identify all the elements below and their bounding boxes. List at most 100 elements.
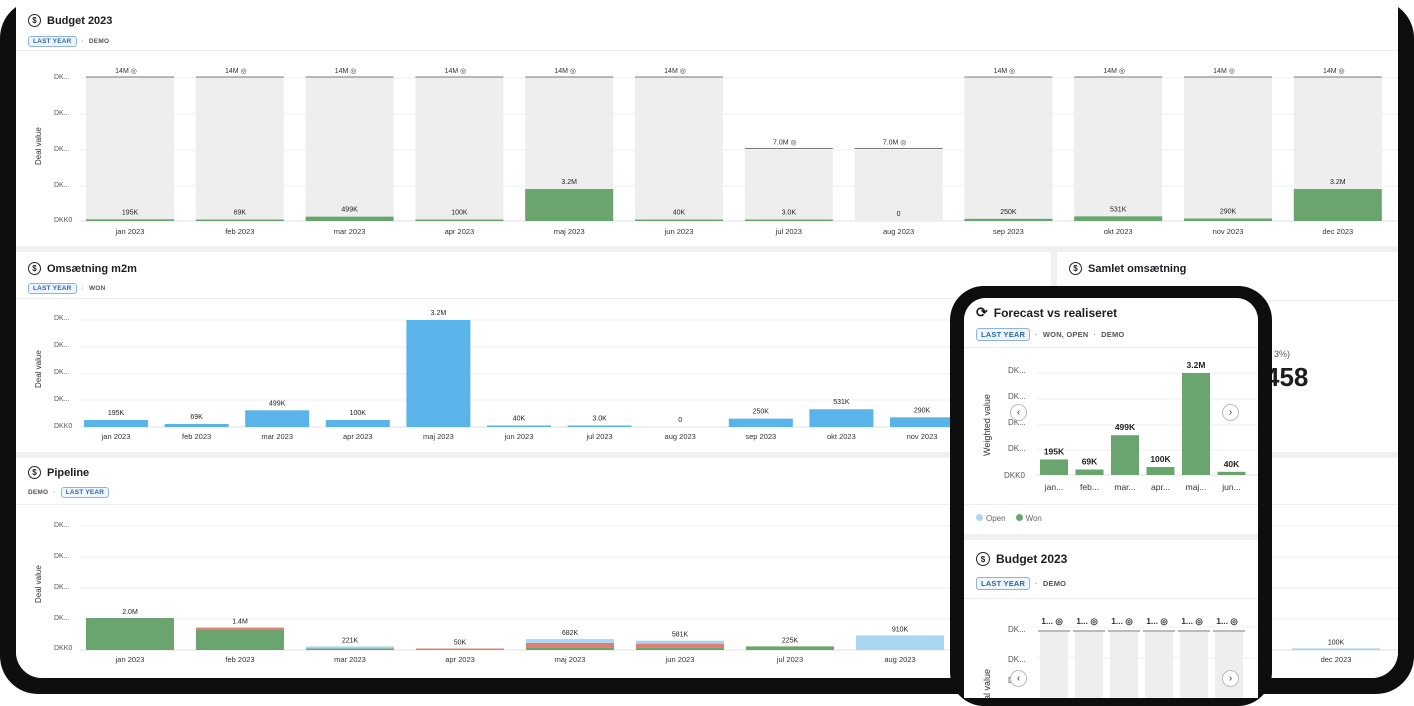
tag-last-year[interactable]: LAST YEAR — [60, 487, 110, 498]
phone-budget-target-label: 1... ◎ — [1146, 616, 1168, 626]
budget-x-label: feb 2023 — [225, 227, 254, 236]
pipeline-value-label: 581K — [672, 632, 689, 639]
pipeline-won-bar — [636, 647, 724, 650]
budget-target-label: 14M ◎ — [115, 68, 137, 75]
pipeline-won-bar — [196, 629, 284, 650]
pipeline-x-label: aug 2023 — [884, 655, 915, 664]
omsaetning-title: $ Omsætning m2m — [28, 262, 137, 275]
phone-budget-title: $ Budget 2023 — [976, 552, 1067, 566]
omsaetning-value-label: 69K — [190, 414, 203, 421]
dollar-icon: $ — [28, 14, 41, 27]
budget-target-bar — [1074, 78, 1163, 221]
pipeline-open-bar — [1292, 648, 1380, 650]
forecast-tags: LAST YEAR · WON, OPEN · DEMO — [976, 328, 1124, 341]
budget-target-label: 14M ◎ — [664, 68, 686, 75]
omsaetning-bar — [487, 425, 551, 427]
pipeline-open-bar — [306, 646, 394, 649]
omsaetning-x-label: okt 2023 — [827, 432, 856, 441]
tag-last-year[interactable]: LAST YEAR — [28, 283, 77, 294]
forecast-x-label: apr... — [1151, 482, 1170, 492]
budget-x-label: jul 2023 — [775, 227, 802, 236]
budget-target-bar — [415, 78, 504, 221]
chevron-left-icon[interactable]: ‹ — [1010, 404, 1027, 421]
budget-target-bar — [964, 78, 1053, 221]
phone-budget-target-label: 1... ◎ — [1076, 616, 1098, 626]
omsaetning-value-label: 3.2M — [431, 310, 447, 317]
forecast-chart: 195K jan... 69K feb... 499K mar... 100K apr... 3… — [1036, 360, 1258, 492]
pipeline-lost-bar — [416, 648, 504, 650]
phone-budget-target-bar — [1040, 632, 1068, 698]
omsaetning-value-label: 40K — [513, 416, 526, 423]
phone-budget-card: $ Budget 2023 LAST YEAR · DEMO DK... DK.… — [964, 540, 1258, 698]
budget-target-label: 14M ◎ — [445, 68, 467, 75]
budget-bar — [1184, 218, 1272, 221]
budget-target-label: 14M ◎ — [554, 68, 576, 75]
pipeline-lost-bar — [526, 642, 614, 648]
omsaetning-x-label: jan 2023 — [101, 432, 131, 441]
phone-screen: ⟳ Forecast vs realiseret LAST YEAR · WON… — [964, 298, 1258, 698]
forecast-bar — [1146, 467, 1175, 475]
omsaetning-value-label: 531K — [833, 399, 850, 406]
budget-value-label: 290K — [1220, 208, 1237, 215]
phone-budget-chart: 1... ◎ 1... ◎ 1... ◎ 1... ◎ 1... ◎ 1... ◎ — [1036, 616, 1258, 698]
legend-open: Open — [976, 514, 1006, 523]
forecast-bar — [1111, 435, 1139, 475]
budget-bar — [1293, 189, 1382, 221]
tag-demo: DEMO — [1042, 579, 1067, 588]
omsaetning-x-label: feb 2023 — [182, 432, 211, 441]
budget-value-label: 3.2M — [561, 179, 577, 186]
budget-x-label: nov 2023 — [1213, 227, 1244, 236]
budget-value-label: 40K — [673, 210, 686, 217]
forecast-x-label: feb... — [1080, 482, 1099, 492]
phone-frame: ⟳ Forecast vs realiseret LAST YEAR · WON… — [950, 286, 1272, 706]
budget-target-label: 14M ◎ — [225, 68, 247, 75]
phone-budget-target-bar — [1145, 632, 1173, 698]
phone-budget-target-bar — [1075, 632, 1103, 698]
budget-target-bar — [305, 78, 394, 221]
omsaetning-x-label: maj 2023 — [423, 432, 454, 441]
pipeline-value-label: 100K — [1328, 639, 1345, 646]
budget-target-label: 7.0M ◎ — [773, 140, 797, 147]
refresh-dollar-icon: ⟳ — [976, 304, 988, 320]
legend-won: Won — [1015, 514, 1042, 523]
forecast-title: ⟳ Forecast vs realiseret — [976, 304, 1118, 320]
tag-last-year[interactable]: LAST YEAR — [976, 577, 1031, 590]
budget-bar — [305, 216, 394, 221]
omsaetning-bar — [245, 410, 310, 427]
omsaetning-value-label: 100K — [350, 410, 367, 417]
omsaetning-bar — [84, 420, 148, 427]
budget-target-label: 7.0M ◎ — [883, 140, 907, 147]
forecast-x-label: mar... — [1114, 482, 1135, 492]
omsaetning-bar — [890, 417, 954, 427]
budget-target-label: 14M ◎ — [994, 68, 1016, 75]
tag-won-open: WON, OPEN — [1042, 330, 1089, 339]
budget-value-label: 250K — [1000, 209, 1017, 216]
pipeline-x-label: feb 2023 — [225, 655, 254, 664]
dollar-icon: $ — [1069, 262, 1082, 275]
samlet-title: $ Samlet omsætning — [1069, 262, 1186, 275]
phone-budget-target-label: 1... ◎ — [1041, 616, 1063, 626]
budget-value-label: 531K — [1110, 206, 1127, 213]
omsaetning-bar — [406, 320, 471, 427]
omsaetning-chart: 195K jan 2023 69K feb 2023 499K mar 2023 100K a… — [80, 310, 1051, 441]
tag-last-year[interactable]: LAST YEAR — [976, 328, 1031, 341]
phone-budget-target-bar — [1110, 632, 1138, 698]
tag-last-year[interactable]: LAST YEAR — [28, 36, 77, 47]
budget-x-label: mar 2023 — [334, 227, 366, 236]
tag-demo: DEMO — [88, 38, 110, 45]
pipeline-x-label: jul 2023 — [776, 655, 803, 664]
forecast-bar — [1075, 469, 1104, 475]
budget-x-label: jan 2023 — [115, 227, 145, 236]
chevron-right-icon[interactable]: › — [1222, 670, 1239, 687]
forecast-value-label: 499K — [1115, 422, 1136, 432]
budget-x-label: sep 2023 — [993, 227, 1024, 236]
forecast-bar — [1217, 471, 1246, 475]
omsaetning-x-label: sep 2023 — [745, 432, 776, 441]
pipeline-lost-bar — [196, 627, 284, 630]
budget-target-bar — [1184, 78, 1272, 221]
chevron-left-icon[interactable]: ‹ — [1010, 670, 1027, 687]
pipeline-x-label: mar 2023 — [334, 655, 366, 664]
chevron-right-icon[interactable]: › — [1222, 404, 1239, 421]
budget-value-label: 3.0K — [782, 210, 797, 217]
tag-demo: DEMO — [28, 489, 49, 496]
